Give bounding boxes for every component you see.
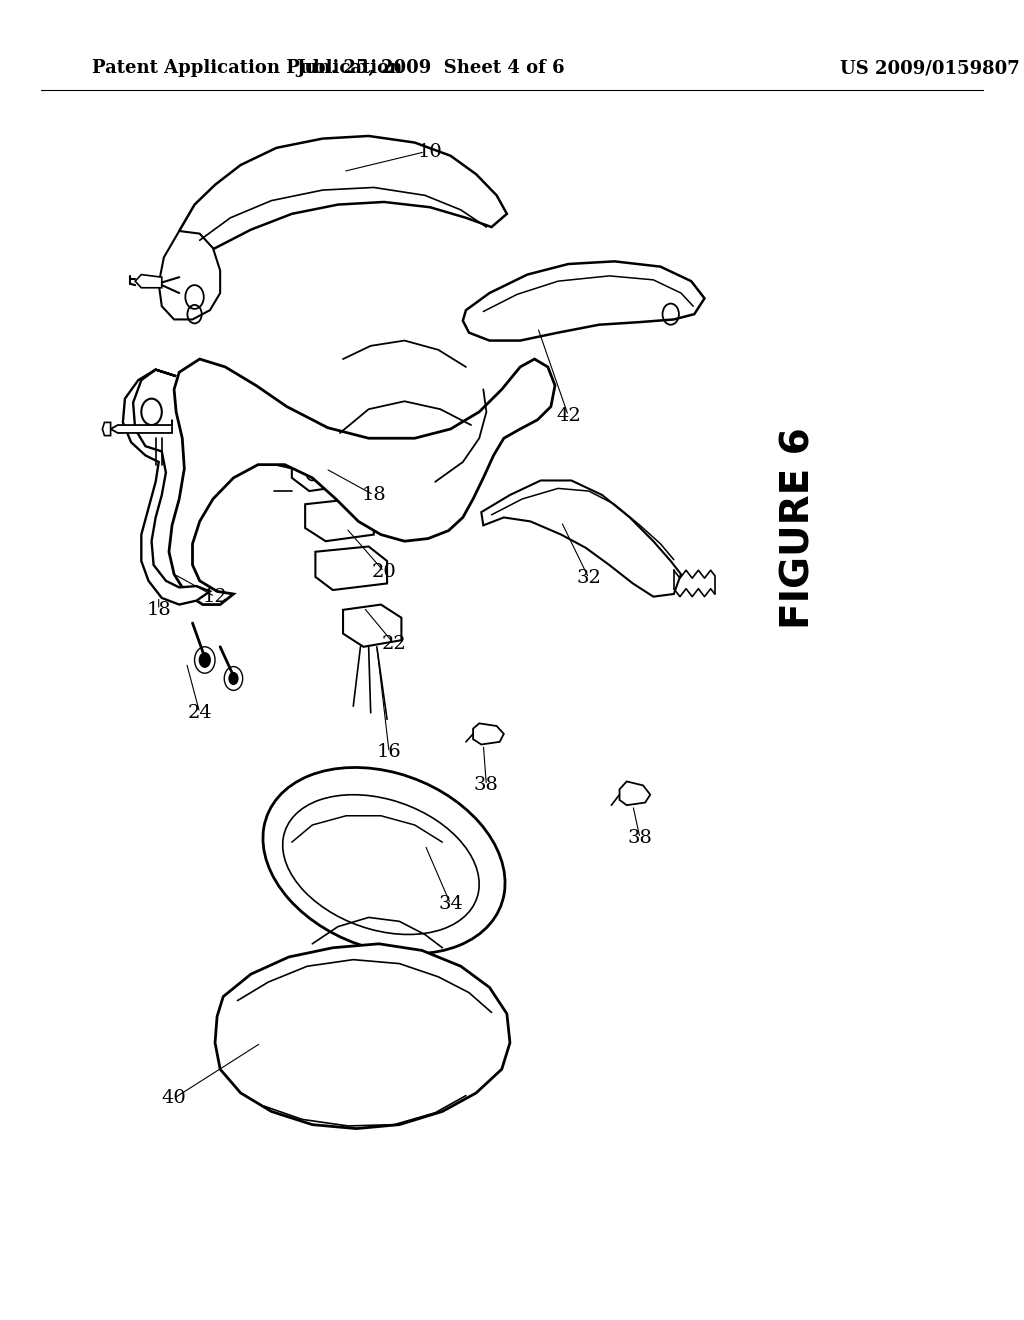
Polygon shape [305,499,374,541]
Text: 16: 16 [377,743,401,762]
Polygon shape [481,480,681,597]
Text: 40: 40 [162,1089,186,1107]
Text: 22: 22 [382,635,407,653]
Circle shape [228,672,239,685]
Polygon shape [159,231,220,319]
Polygon shape [215,944,510,1129]
Text: 18: 18 [146,601,171,619]
Text: 42: 42 [556,407,581,425]
Polygon shape [473,723,504,744]
Text: FIGURE 6: FIGURE 6 [779,428,818,628]
Polygon shape [111,420,172,433]
Text: 34: 34 [438,895,463,913]
Text: 20: 20 [372,562,396,581]
Ellipse shape [283,795,479,935]
Polygon shape [315,546,387,590]
Polygon shape [123,370,210,605]
Polygon shape [343,605,401,647]
Polygon shape [135,275,162,288]
Polygon shape [102,422,111,436]
Ellipse shape [263,767,505,954]
Text: 24: 24 [187,704,212,722]
Text: 10: 10 [418,143,442,161]
Text: 32: 32 [577,569,601,587]
Text: Jun. 25, 2009  Sheet 4 of 6: Jun. 25, 2009 Sheet 4 of 6 [296,59,564,78]
Polygon shape [169,359,555,605]
Text: US 2009/0159807 A1: US 2009/0159807 A1 [840,59,1024,78]
Polygon shape [292,449,346,491]
Text: 38: 38 [474,776,499,795]
Polygon shape [620,781,650,805]
Text: 18: 18 [361,486,386,504]
Circle shape [199,652,211,668]
Text: Patent Application Publication: Patent Application Publication [92,59,402,78]
Text: 12: 12 [203,587,227,606]
Text: 38: 38 [628,829,652,847]
Polygon shape [463,261,705,341]
